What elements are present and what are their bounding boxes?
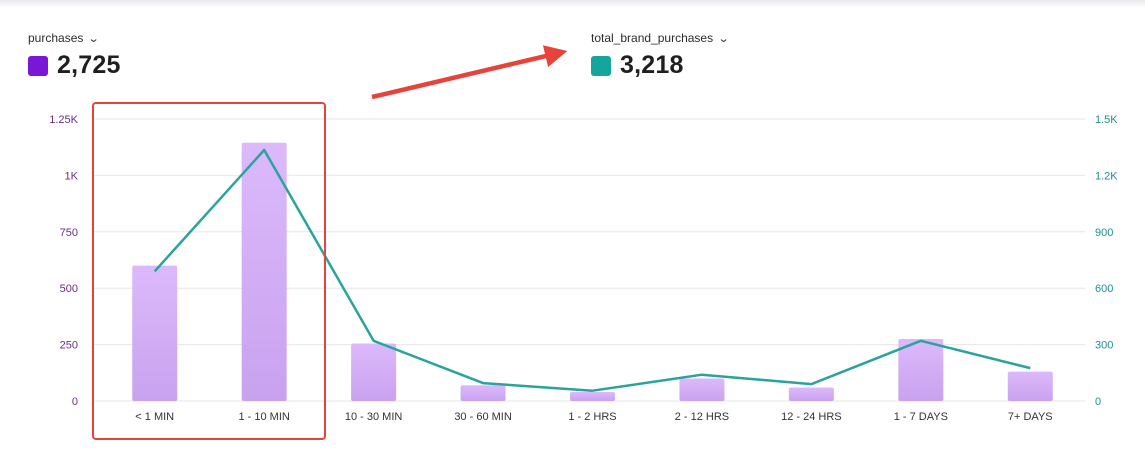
y-right-tick-label: 1.5K (1095, 114, 1118, 126)
y-left-tick-label: 500 (60, 283, 78, 295)
y-left-tick-label: 0 (72, 396, 78, 408)
bar (1007, 371, 1053, 401)
bar (679, 378, 725, 401)
series-line (153, 148, 1031, 392)
right-axis-ticks: 0 300 600 900 1.2K 1.5K (1095, 114, 1118, 408)
y-right-tick-label: 600 (1095, 283, 1113, 295)
chevron-down-icon[interactable]: ⌄ (87, 32, 100, 45)
line-series-total-brand-purchases (153, 148, 1031, 392)
x-tick-label: < 1 MIN (135, 411, 174, 423)
y-right-tick-label: 900 (1095, 227, 1113, 239)
y-right-tick-label: 1.2K (1095, 170, 1118, 182)
metric-total-brand-purchases-value: 3,218 (620, 51, 684, 79)
metric-purchases-label: purchases (28, 31, 84, 45)
x-axis-ticks: < 1 MIN 1 - 10 MIN 10 - 30 MIN 30 - 60 MIN 1… (135, 411, 1052, 423)
x-tick-label: 12 - 24 HRS (781, 411, 842, 423)
metric-total-brand-purchases-label: total_brand_purchases (591, 31, 714, 45)
metric-total-brand-purchases: total_brand_purchases ⌄ 3,218 (591, 31, 730, 80)
bar (351, 343, 397, 401)
y-left-tick-label: 750 (60, 227, 78, 239)
x-tick-label: 1 - 7 DAYS (894, 411, 948, 423)
highlight-box (92, 102, 326, 440)
top-strip (0, 0, 1145, 8)
total-brand-purchases-color-swatch (591, 55, 611, 76)
metric-purchases: purchases ⌄ 2,725 (28, 31, 121, 80)
chevron-down-icon[interactable]: ⌄ (717, 32, 730, 45)
purchases-color-swatch (28, 55, 48, 76)
red-arrow-annotation (371, 45, 568, 100)
y-left-tick-label: 1K (65, 170, 79, 182)
y-right-tick-label: 0 (1095, 396, 1101, 408)
metric-total-brand-purchases-selector[interactable]: total_brand_purchases ⌄ (591, 31, 730, 45)
bar (132, 265, 178, 401)
x-tick-label: 2 - 12 HRS (675, 411, 729, 423)
metric-purchases-value: 2,725 (57, 51, 121, 79)
x-tick-label: 1 - 2 HRS (568, 411, 616, 423)
y-left-tick-label: 1.25K (49, 114, 78, 126)
bar (241, 142, 287, 402)
metric-purchases-selector[interactable]: purchases ⌄ (28, 31, 121, 45)
bar-series-purchases (132, 142, 1053, 402)
x-tick-label: 30 - 60 MIN (454, 411, 512, 423)
y-left-tick-label: 250 (60, 340, 78, 352)
bar (898, 338, 944, 401)
bar (460, 385, 506, 401)
bar (788, 387, 834, 401)
x-tick-label: 7+ DAYS (1008, 411, 1053, 423)
bar (570, 391, 615, 401)
y-right-tick-label: 300 (1095, 340, 1113, 352)
x-tick-label: 10 - 30 MIN (345, 411, 403, 423)
left-axis-ticks: 0 250 500 750 1K 1.25K (49, 114, 78, 408)
x-tick-label: 1 - 10 MIN (238, 411, 289, 423)
